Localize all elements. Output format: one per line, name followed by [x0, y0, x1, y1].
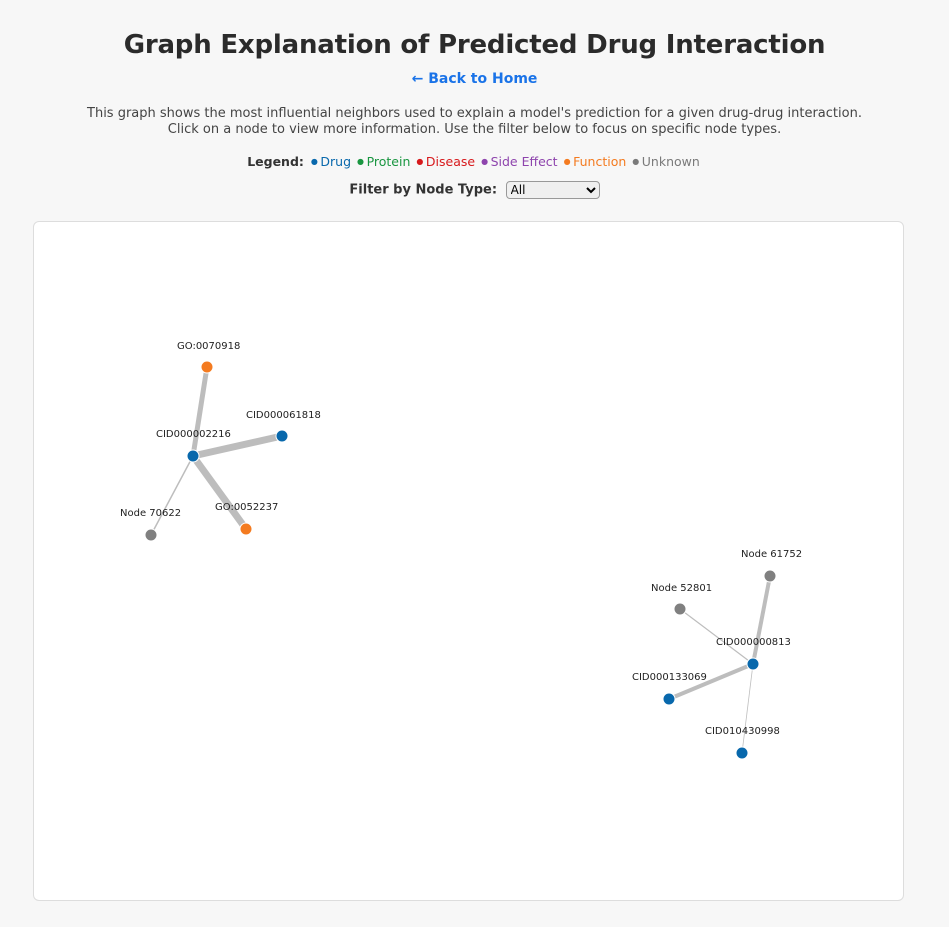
graph-node-go-0052237[interactable] [239, 522, 253, 536]
graph-node-cid000002216[interactable] [186, 449, 200, 463]
edge-cid000002216-cid000061818 [192, 432, 283, 460]
graph-node-cid010430998[interactable] [735, 746, 749, 760]
legend-items: ● Drug ● Protein ● Disease ● Side Effect… [311, 154, 702, 169]
legend-item-function: ● Function [564, 154, 627, 169]
filter-label: Filter by Node Type: [349, 182, 498, 198]
edge-cid000000813-cid010430998 [741, 663, 754, 754]
node-label-node-52801: Node 52801 [651, 583, 712, 594]
filter-row: Filter by Node Type: All [0, 181, 949, 199]
node-label-go-0070918: GO:0070918 [177, 341, 240, 352]
graph-node-node-52801[interactable] [673, 602, 687, 616]
node-label-go-0052237: GO:0052237 [215, 502, 278, 513]
graph-container: CID000002216 GO:0070918 CID000061818 GO:005… [33, 221, 904, 901]
back-to-home-link[interactable]: ← Back to Home [411, 71, 538, 87]
graph-canvas[interactable]: CID000002216 GO:0070918 CID000061818 GO:005… [34, 222, 905, 902]
edge-cid000000813-cid000133069 [668, 662, 754, 701]
legend-dot-icon: ● [416, 157, 426, 166]
legend-dot-icon: ● [632, 157, 642, 166]
legend-label: Side Effect [490, 154, 558, 169]
edge-cid000002216-go-0052237 [190, 453, 249, 532]
node-label-cid000000813: CID000000813 [716, 637, 791, 648]
legend-item-side-effect: ● Side Effect [481, 154, 558, 169]
legend-item-protein: ● Protein [357, 154, 410, 169]
node-label-cid000002216: CID000002216 [156, 429, 231, 440]
description: This graph shows the most influential ne… [60, 106, 889, 138]
edge-cid000002216-node-70622 [150, 455, 194, 536]
description-line-2: Click on a node to view more information… [167, 122, 782, 137]
node-label-node-61752: Node 61752 [741, 549, 802, 560]
edge-cid000000813-node-52801 [679, 608, 754, 665]
edge-cid000000813-node-61752 [751, 575, 772, 665]
legend-title: Legend: [247, 154, 304, 169]
node-label-cid000061818: CID000061818 [246, 410, 321, 421]
legend-dot-icon: ● [310, 157, 321, 166]
back-link-container: ← Back to Home [0, 71, 949, 87]
node-label-cid010430998: CID010430998 [705, 726, 780, 737]
graph-node-node-61752[interactable] [763, 569, 777, 583]
legend-label: Function [573, 154, 627, 169]
legend-dot-icon: ● [357, 157, 367, 166]
graph-node-go-0070918[interactable] [200, 360, 214, 374]
graph-node-cid000061818[interactable] [275, 429, 289, 443]
graph-node-cid000133069[interactable] [662, 692, 676, 706]
page-title: Graph Explanation of Predicted Drug Inte… [123, 30, 826, 60]
legend-dot-icon: ● [481, 157, 491, 166]
legend-item-disease: ● Disease [416, 154, 475, 169]
node-label-node-70622: Node 70622 [120, 508, 181, 519]
node-type-filter-select[interactable]: All [505, 181, 600, 199]
edge-cid000002216-go-0070918 [190, 366, 210, 457]
legend-item-unknown: ● Unknown [632, 154, 700, 169]
legend-label: Drug [320, 154, 352, 169]
node-label-cid000133069: CID000133069 [632, 672, 707, 683]
description-line-1: This graph shows the most influential ne… [87, 106, 862, 121]
graph-node-cid000000813[interactable] [746, 657, 760, 671]
legend-dot-icon: ● [563, 157, 574, 166]
graph-node-node-70622[interactable] [144, 528, 158, 542]
legend: Legend: ● Drug ● Protein ● Disease ● Sid… [0, 154, 949, 169]
legend-item-drug: ● Drug [311, 154, 351, 169]
legend-label: Unknown [641, 154, 700, 169]
legend-label: Protein [366, 154, 411, 169]
legend-label: Disease [425, 154, 476, 169]
